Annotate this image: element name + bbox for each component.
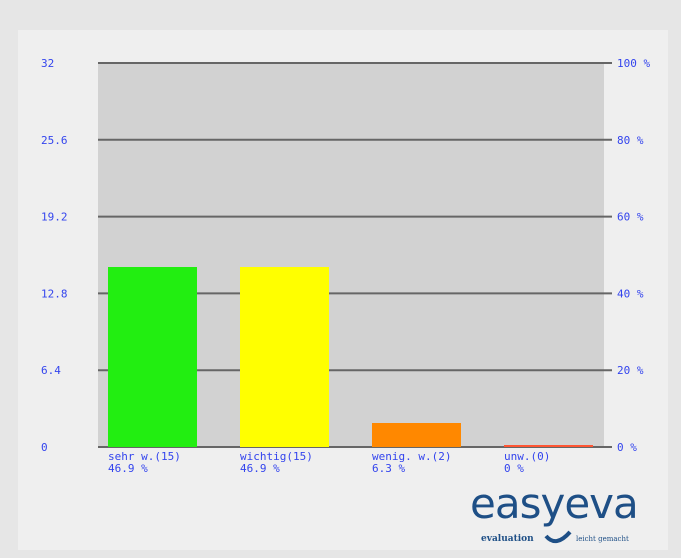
logo-swoosh	[544, 530, 572, 544]
y2-tick-label: 40 %	[617, 287, 644, 300]
axis-labels: 0 0 % 6.4 20 % 12.8 40 % 19.2 60 % 25.6 80 % 32 100…	[41, 57, 650, 454]
percent-label: 46.9 %	[240, 462, 280, 475]
bar	[372, 423, 461, 447]
percent-label: 6.3 %	[372, 462, 405, 475]
category-label: unw.(0)	[504, 450, 550, 463]
y2-tick-label: 0 %	[617, 441, 637, 454]
category-labels: sehr w.(15)46.9 %wichtig(15)46.9 %wenig.…	[108, 450, 550, 475]
y-tick-label: 6.4	[41, 364, 61, 377]
bar	[108, 267, 197, 447]
logo-tagline-left: evaluation	[481, 534, 534, 544]
bar	[240, 267, 329, 447]
easyeva-logo: easyeva evaluation leicht gemacht	[470, 479, 639, 544]
logo-word: easyeva	[470, 479, 638, 528]
category-label: wichtig(15)	[240, 450, 313, 463]
bar	[504, 445, 593, 447]
y-tick-label: 32	[41, 57, 54, 70]
bars	[108, 267, 593, 447]
y2-tick-label: 60 %	[617, 211, 644, 224]
category-label: sehr w.(15)	[108, 450, 181, 463]
percent-label: 0 %	[504, 462, 524, 475]
y2-tick-label: 20 %	[617, 364, 644, 377]
y-tick-label: 19.2	[41, 211, 68, 224]
logo-tagline-right: leicht gemacht	[576, 535, 629, 543]
y2-tick-label: 100 %	[617, 57, 650, 70]
y-tick-label: 0	[41, 441, 48, 454]
y-tick-label: 25.6	[41, 134, 68, 147]
percent-label: 46.9 %	[108, 462, 148, 475]
y2-tick-label: 80 %	[617, 134, 644, 147]
y-tick-label: 12.8	[41, 287, 68, 300]
category-label: wenig. w.(2)	[372, 450, 451, 463]
